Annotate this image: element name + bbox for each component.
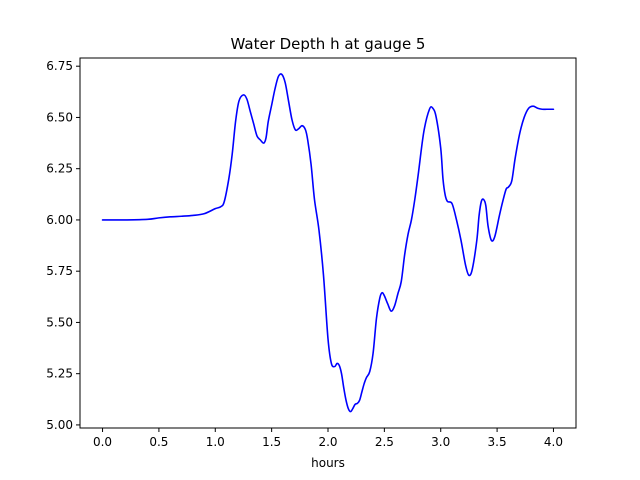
x-axis-label: hours [311,456,345,470]
plot-frame [79,57,577,429]
x-axis-ticks: 0.0 0.5 1.0 1.5 2.0 2.5 3.0 3.5 4.0 [93,428,563,449]
x-tick-label: 2.5 [375,435,394,449]
x-tick-label: 0.5 [149,435,168,449]
y-tick-label: 5.50 [46,315,73,329]
x-tick-label: 0.0 [93,435,112,449]
y-tick-label: 5.75 [46,264,73,278]
plot-background [80,58,576,428]
series-line [101,73,555,413]
y-tick-label: 6.25 [46,162,73,176]
x-tick-label: 3.5 [488,435,507,449]
x-tick-label: 4.0 [544,435,563,449]
y-tick-label: 6.50 [46,110,73,124]
x-tick-label: 1.5 [262,435,281,449]
y-axis-ticks: 5.00 5.25 5.50 5.75 6.00 6.25 6.50 6.75 [46,59,80,432]
y-tick-label: 6.75 [46,59,73,73]
y-tick-label: 6.00 [46,213,73,227]
y-tick-label: 5.25 [46,367,73,381]
chart-title: Water Depth h at gauge 5 [231,35,426,53]
x-tick-label: 3.0 [431,435,450,449]
series-layer [101,73,555,413]
x-tick-label: 2.0 [318,435,337,449]
y-tick-label: 5.00 [46,418,73,432]
x-tick-label: 1.0 [206,435,225,449]
